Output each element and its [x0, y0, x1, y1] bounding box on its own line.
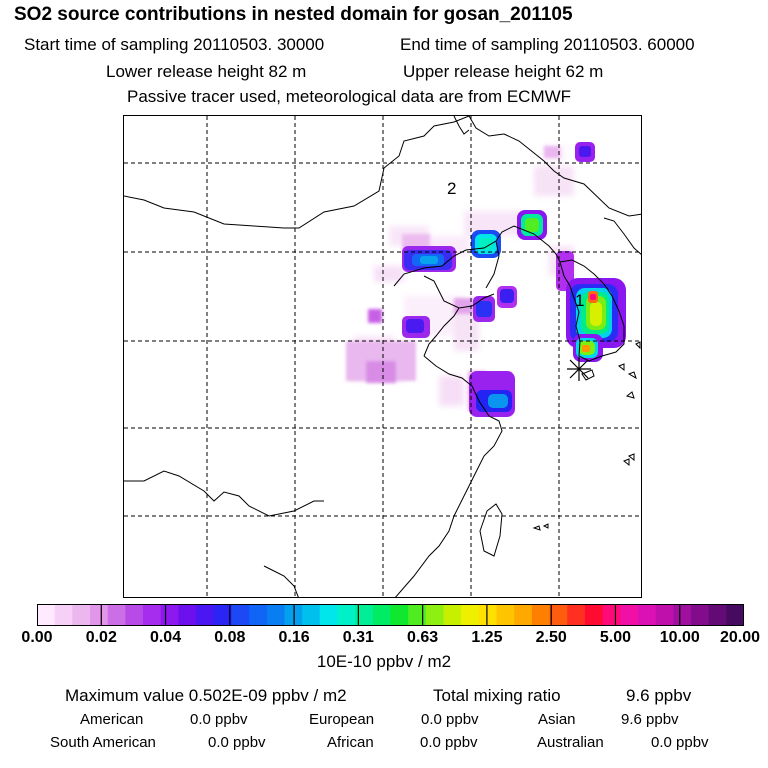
colorbar-tick-label: 5.00	[599, 629, 632, 646]
colorbar-swatch	[196, 604, 215, 626]
grid-lines	[124, 116, 641, 597]
african-label: African	[327, 734, 374, 751]
maximum-value-text: Maximum value 0.502E-09 ppbv / m2	[65, 686, 347, 705]
colorbar-tick-label: 10.00	[659, 629, 700, 646]
colorbar-tick-label: 0.08	[214, 629, 246, 646]
coastlines	[124, 116, 641, 597]
australian-label: Australian	[537, 734, 604, 751]
australian-value: 0.0 ppbv	[651, 734, 709, 751]
colorbar-swatch	[443, 604, 462, 626]
colorbar-swatch	[425, 604, 445, 626]
colorbar-swatch	[160, 604, 179, 626]
colorbar-swatch	[90, 604, 109, 626]
south-american-value: 0.0 ppbv	[208, 734, 266, 751]
colorbar-swatch	[266, 604, 285, 626]
colorbar-swatch	[249, 604, 268, 626]
colorbar-swatch	[461, 604, 480, 626]
receptor-asterisk	[567, 357, 591, 381]
colorbar-border	[37, 604, 744, 626]
map-canvas	[124, 116, 641, 597]
colorbar	[37, 604, 744, 626]
map-panel	[123, 115, 642, 598]
colorbar-tick-label: 2.50	[535, 629, 567, 646]
colorbar-swatch	[673, 604, 692, 626]
colorbar-swatch	[496, 604, 515, 626]
end-time-text: End time of sampling 20110503. 60000	[400, 35, 695, 54]
start-time-text: Start time of sampling 20110503. 30000	[24, 35, 325, 54]
plot-title: SO2 source contributions in nested domai…	[14, 4, 573, 25]
colorbar-swatch	[72, 604, 91, 626]
colorbar-swatch	[178, 604, 197, 626]
colorbar-swatch	[531, 604, 551, 626]
colorbar-swatch	[726, 604, 744, 626]
tracer-note-text: Passive tracer used, meteorological data…	[127, 87, 572, 106]
colorbar-swatch	[708, 604, 727, 626]
colorbar-tick-label: 0.04	[149, 629, 182, 646]
colorbar-swatch	[37, 604, 56, 626]
american-label: American	[80, 711, 144, 728]
colorbar-swatch	[637, 604, 657, 626]
colorbar-swatch	[107, 604, 126, 626]
colorbar-units: 10E-10 ppbv / m2	[316, 652, 452, 671]
american-value: 0.0 ppbv	[190, 711, 248, 728]
colorbar-tick-label: 0.00	[21, 629, 53, 646]
total-mixing-ratio-value: 9.6 ppbv	[626, 686, 692, 705]
colorbar-svg	[37, 604, 744, 626]
colorbar-swatch	[302, 604, 321, 626]
asian-label: Asian	[538, 711, 576, 728]
european-label: European	[309, 711, 375, 728]
colorbar-swatch	[620, 604, 639, 626]
colorbar-swatch	[231, 604, 250, 626]
map-label-1: 1	[575, 291, 585, 310]
colorbar-swatch	[54, 604, 73, 626]
colorbar-swatch	[408, 604, 427, 626]
south-american-label: South American	[50, 734, 156, 751]
colorbar-swatch	[337, 604, 356, 626]
colorbar-swatch	[478, 604, 498, 626]
colorbar-tick-label: 1.25	[471, 629, 503, 646]
colorbar-swatch	[549, 604, 568, 626]
colorbar-swatch	[319, 604, 338, 626]
colorbar-swatch	[584, 604, 604, 626]
asian-value: 9.6 ppbv	[621, 711, 679, 728]
european-value: 0.0 ppbv	[421, 711, 479, 728]
lower-release-height-text: Lower release height 82 m	[106, 62, 307, 81]
colorbar-tick-label: 0.63	[407, 629, 439, 646]
african-value: 0.0 ppbv	[420, 734, 478, 751]
upper-release-height-text: Upper release height 62 m	[403, 62, 604, 81]
colorbar-swatch	[125, 604, 144, 626]
colorbar-swatch	[143, 604, 162, 626]
colorbar-tick-label: 20.00	[719, 629, 761, 646]
total-mixing-ratio-label: Total mixing ratio	[433, 686, 561, 705]
concentration-patches	[402, 142, 626, 417]
colorbar-swatch	[390, 604, 409, 626]
colorbar-swatch	[514, 604, 533, 626]
colorbar-tick-label: 0.02	[85, 629, 117, 646]
colorbar-swatch	[355, 604, 374, 626]
colorbar-swatch	[567, 604, 586, 626]
colorbar-swatch	[655, 604, 674, 626]
map-label-2: 2	[447, 179, 457, 198]
colorbar-swatch	[213, 604, 232, 626]
colorbar-tick-label: 0.31	[342, 629, 374, 646]
colorbar-swatch	[602, 604, 621, 626]
colorbar-swatch	[372, 604, 391, 626]
colorbar-swatch	[690, 604, 710, 626]
colorbar-tick-label: 0.16	[278, 629, 310, 646]
